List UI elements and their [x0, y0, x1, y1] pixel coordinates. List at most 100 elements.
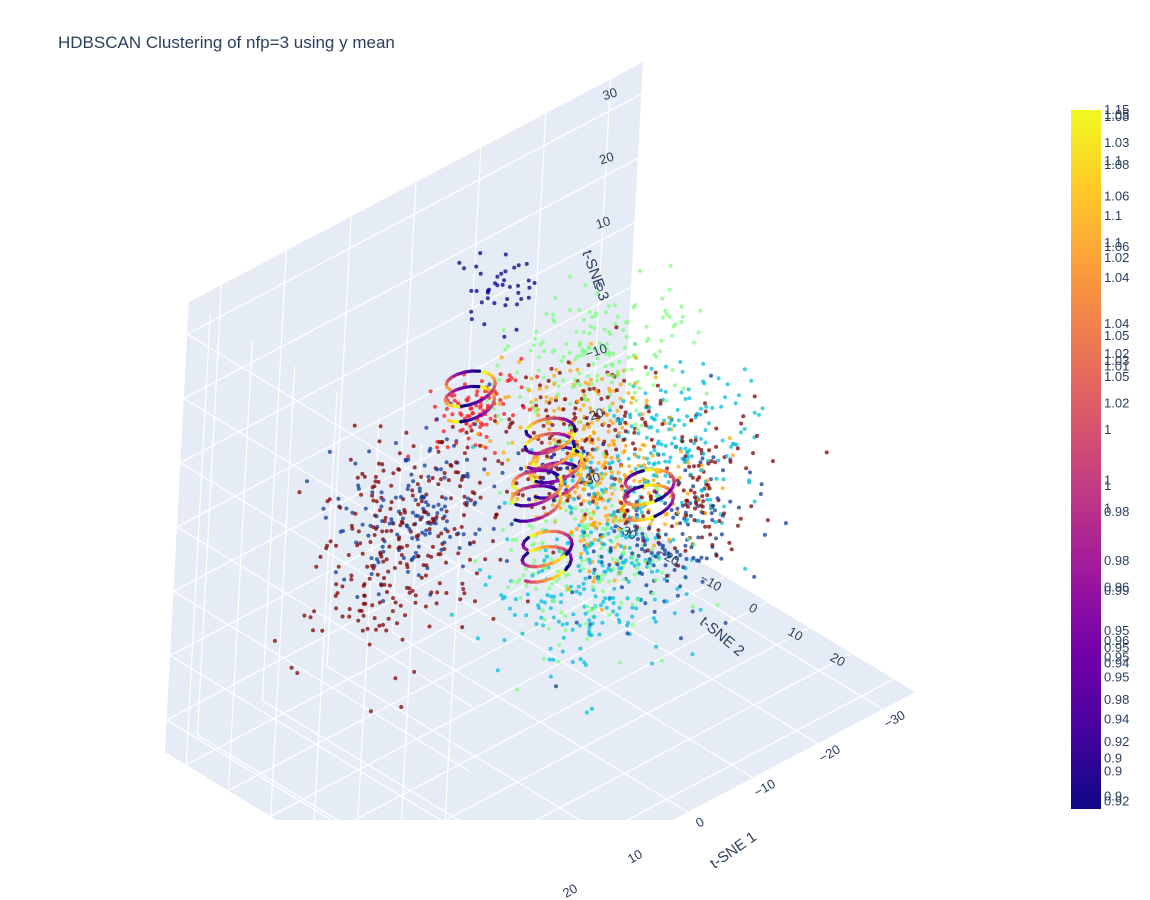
- data-point: [599, 397, 604, 401]
- data-point: [533, 586, 538, 591]
- data-point: [570, 533, 575, 538]
- data-point: [656, 551, 661, 556]
- data-point: [713, 508, 717, 513]
- data-point: [667, 537, 672, 542]
- data-point: [423, 604, 428, 609]
- data-point: [424, 492, 429, 497]
- data-point: [390, 520, 395, 525]
- data-point: [583, 283, 588, 288]
- data-point: [708, 532, 713, 537]
- data-point: [361, 613, 366, 618]
- data-point: [420, 530, 425, 535]
- data-point: [700, 579, 705, 584]
- data-point: [409, 472, 414, 477]
- data-point: [596, 415, 601, 420]
- data-point: [647, 525, 652, 530]
- data-point: [484, 434, 489, 439]
- data-point: [730, 453, 735, 458]
- data-point: [593, 348, 598, 353]
- data-point: [632, 430, 637, 435]
- data-point: [624, 535, 628, 540]
- data-point: [370, 493, 375, 498]
- data-point: [405, 487, 410, 491]
- data-point: [658, 349, 663, 354]
- data-point: [519, 356, 524, 361]
- data-point: [421, 495, 426, 500]
- data-point: [606, 531, 611, 536]
- x-tick-label: −20: [816, 742, 843, 766]
- data-point: [605, 342, 609, 346]
- scatter3d-plot[interactable]: −30−20−1001020−30−20−1001020−30−20−10010…: [0, 0, 1060, 900]
- data-point: [371, 498, 376, 503]
- data-point: [539, 615, 544, 620]
- data-point: [497, 378, 502, 382]
- data-point: [429, 590, 434, 595]
- data-point: [601, 464, 606, 469]
- data-point: [593, 605, 598, 610]
- data-point: [558, 600, 563, 605]
- data-point: [444, 437, 449, 442]
- data-point: [591, 499, 596, 504]
- data-point: [485, 398, 489, 403]
- data-point: [592, 614, 597, 619]
- data-point: [577, 494, 582, 499]
- data-point: [603, 454, 608, 459]
- data-point: [563, 508, 568, 513]
- data-point: [601, 498, 606, 502]
- data-point: [655, 429, 660, 433]
- data-point: [587, 618, 592, 623]
- data-point: [380, 529, 385, 534]
- data-point: [406, 454, 411, 459]
- data-point: [581, 403, 586, 408]
- data-point: [503, 303, 508, 308]
- data-point: [360, 628, 365, 633]
- data-point: [436, 552, 441, 557]
- data-point: [610, 470, 614, 475]
- data-point: [590, 621, 595, 626]
- data-point: [347, 607, 352, 611]
- data-point: [372, 616, 377, 621]
- data-point: [598, 481, 603, 485]
- data-point: [643, 391, 648, 396]
- data-point: [633, 467, 638, 471]
- data-point: [547, 586, 552, 591]
- data-point: [589, 706, 594, 711]
- data-point: [469, 288, 474, 293]
- colorbar-label: 1: [1104, 500, 1111, 515]
- data-point: [589, 530, 593, 535]
- data-point: [752, 410, 757, 415]
- data-point: [507, 425, 512, 430]
- data-point: [663, 389, 668, 394]
- data-point: [478, 405, 483, 410]
- data-point: [824, 450, 829, 455]
- data-point: [692, 490, 697, 495]
- colorbar-label: 0.95: [1104, 670, 1129, 685]
- data-point: [360, 522, 365, 527]
- data-point: [555, 537, 559, 542]
- data-point: [504, 429, 509, 434]
- data-point: [680, 439, 685, 444]
- data-point: [619, 484, 624, 489]
- data-point: [559, 359, 564, 363]
- data-point: [381, 468, 386, 473]
- data-point: [683, 397, 688, 401]
- gridline: [180, 222, 635, 464]
- data-point: [672, 568, 677, 572]
- data-point: [289, 665, 294, 670]
- gridline: [535, 652, 852, 820]
- y-tick-label: 20: [828, 649, 848, 669]
- data-point: [655, 487, 660, 491]
- data-point: [359, 608, 364, 613]
- data-point: [560, 622, 565, 627]
- data-point: [474, 419, 479, 424]
- data-point: [449, 496, 453, 501]
- data-point: [629, 400, 634, 405]
- data-point: [619, 529, 624, 534]
- data-point: [584, 621, 588, 626]
- data-point: [441, 429, 446, 434]
- gridline: [261, 700, 460, 820]
- data-point: [703, 524, 708, 529]
- data-point: [703, 409, 708, 414]
- data-point: [603, 513, 608, 518]
- data-point: [639, 423, 644, 428]
